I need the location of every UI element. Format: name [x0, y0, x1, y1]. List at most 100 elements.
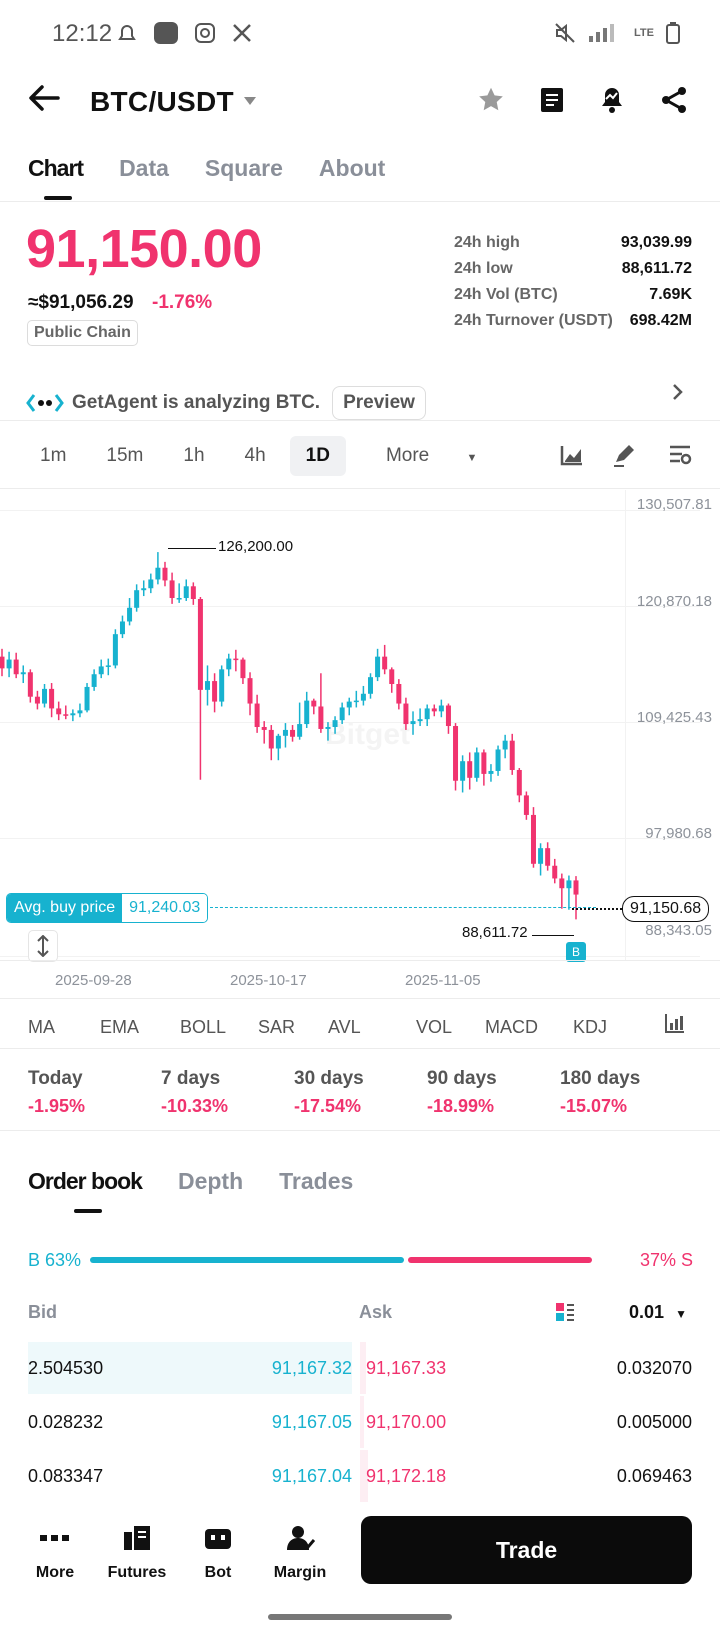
document-icon[interactable] — [539, 86, 565, 114]
x-icon — [233, 24, 251, 42]
indicator-ma[interactable]: MA — [28, 1017, 55, 1037]
ask-qty: 0.032070 — [616, 1358, 692, 1378]
candle-body — [112, 634, 118, 666]
tf-more[interactable]: More ▼ — [354, 436, 509, 476]
nav-margin[interactable]: Margin — [260, 1520, 340, 1582]
precision-select[interactable]: 0.01 ▼ — [629, 1302, 687, 1323]
indicator-avl[interactable]: AVL — [328, 1017, 361, 1037]
perf-value: -10.33% — [161, 1096, 229, 1116]
buy-marker[interactable]: B — [566, 942, 586, 962]
tab-square[interactable]: Square — [204, 155, 283, 181]
scale-toggle[interactable] — [28, 930, 58, 962]
ask-depth-bar — [360, 1396, 364, 1448]
candle-body — [197, 598, 203, 690]
candle-body — [545, 848, 551, 866]
tab-data[interactable]: Data — [119, 155, 169, 181]
tab-depth[interactable]: Depth — [177, 1168, 244, 1194]
perf-90d: 90 days -18.99% — [427, 1068, 560, 1117]
star-icon[interactable] — [477, 86, 505, 113]
tf-1h[interactable]: 1h — [183, 445, 205, 466]
avg-buy-price-tag[interactable]: Avg. buy price 91,240.03 — [6, 893, 209, 923]
candle-body — [318, 706, 324, 729]
tf-1d[interactable]: 1D — [289, 436, 346, 476]
orderbook-row[interactable]: 0.083347 91,167.04 91,172.18 0.069463 — [0, 1450, 720, 1502]
indicator-boll[interactable]: BOLL — [180, 1017, 227, 1037]
ask-qty: 0.005000 — [616, 1412, 692, 1432]
candle-body — [169, 580, 175, 599]
indicator-settings-icon[interactable] — [664, 1012, 686, 1034]
candle-body — [247, 678, 253, 704]
stat-row: 24h low 88,611.72 — [454, 260, 692, 286]
stats-24h: 24h high 93,039.99 24h low 88,611.72 24h V… — [454, 234, 692, 338]
candle-body — [467, 761, 473, 778]
candle-body — [353, 700, 359, 703]
tf-1m[interactable]: 1m — [40, 445, 67, 466]
price-change: -1.76% — [152, 292, 213, 313]
tf-4h[interactable]: 4h — [244, 445, 266, 466]
stat-value: 7.69K — [649, 286, 692, 303]
bid-qty: 2.504530 — [28, 1358, 104, 1378]
home-indicator[interactable] — [268, 1614, 452, 1620]
tf-15m[interactable]: 15m — [106, 445, 144, 466]
tab-trades[interactable]: Trades — [279, 1168, 354, 1194]
stat-value: 93,039.99 — [620, 234, 692, 251]
candle-body — [573, 880, 579, 895]
indicator-vol[interactable]: VOL — [416, 1017, 453, 1037]
x-tick: 2025-11-05 — [405, 972, 481, 989]
preview-button[interactable]: Preview — [332, 386, 426, 420]
nav-more[interactable]: More — [15, 1520, 95, 1582]
orderbook-layout-icon[interactable] — [555, 1302, 575, 1322]
instagram-icon — [195, 23, 215, 43]
price-chart[interactable]: 130,507.81 120,870.18 109,425.43 97,980.… — [0, 490, 720, 960]
candle-body — [268, 729, 274, 749]
bid-depth-bar — [28, 1342, 352, 1394]
tab-active-indicator — [44, 196, 72, 200]
indicator-macd[interactable]: MACD — [485, 1017, 538, 1037]
trade-button[interactable]: Trade — [361, 1516, 692, 1584]
nav-futures[interactable]: Futures — [97, 1520, 177, 1582]
tab-chart[interactable]: Chart — [28, 155, 84, 181]
candlestick-series — [0, 552, 579, 920]
margin-icon — [287, 1526, 315, 1550]
low-marker-label: 88,611.72 — [462, 924, 528, 941]
share-icon[interactable] — [660, 86, 688, 114]
main-tabs: Chart Data Square About — [28, 155, 385, 182]
candle-body — [63, 714, 69, 716]
alert-bell-icon[interactable] — [598, 84, 626, 114]
indicator-ema[interactable]: EMA — [100, 1017, 140, 1037]
avg-buy-value: 91,240.03 — [122, 894, 208, 922]
orderbook-row[interactable]: 0.028232 91,167.05 91,170.00 0.005000 — [0, 1396, 720, 1448]
sell-ratio-label: 37% S — [639, 1250, 693, 1270]
draw-tool-icon[interactable] — [612, 442, 638, 468]
nav-bot[interactable]: Bot — [178, 1520, 258, 1582]
public-chain-chip[interactable]: Public Chain — [27, 320, 138, 346]
chevron-down-icon[interactable] — [244, 96, 256, 106]
candle-body — [538, 848, 544, 864]
chart-settings-icon[interactable] — [668, 444, 692, 466]
indicator-bar: MA EMA BOLL SAR AVL VOL MACD KDJ — [28, 1017, 708, 1038]
orderbook-row[interactable]: 2.504530 91,167.32 91,167.33 0.032070 — [0, 1342, 720, 1394]
candle-body — [6, 659, 12, 669]
y-tick: 88,343.05 — [645, 922, 712, 939]
candle-body — [70, 713, 76, 716]
pair-title[interactable]: BTC/USDT — [90, 86, 234, 117]
tab-about[interactable]: About — [318, 155, 386, 181]
tab-active-indicator — [74, 1209, 102, 1213]
chart-type-icon[interactable] — [560, 444, 584, 466]
candle-body — [282, 729, 288, 736]
bot-icon — [205, 1529, 231, 1549]
indicator-sar[interactable]: SAR — [258, 1017, 296, 1037]
status-time: 12:12 — [52, 20, 113, 47]
chevron-right-icon[interactable] — [672, 383, 684, 401]
stat-value: 88,611.72 — [621, 260, 692, 277]
tab-order-book[interactable]: Order book — [28, 1168, 143, 1194]
candle-body — [98, 666, 104, 675]
indicator-kdj[interactable]: KDJ — [573, 1017, 608, 1037]
back-arrow-icon[interactable] — [28, 84, 60, 112]
ask-price: 91,170.00 — [366, 1412, 447, 1432]
last-price: 91,150.00 — [26, 219, 262, 279]
getagent-banner[interactable]: GetAgent is analyzing BTC. Preview — [26, 386, 426, 420]
ask-price: 91,172.18 — [366, 1466, 447, 1486]
high-marker-line — [168, 548, 216, 549]
grid-line — [0, 956, 700, 957]
